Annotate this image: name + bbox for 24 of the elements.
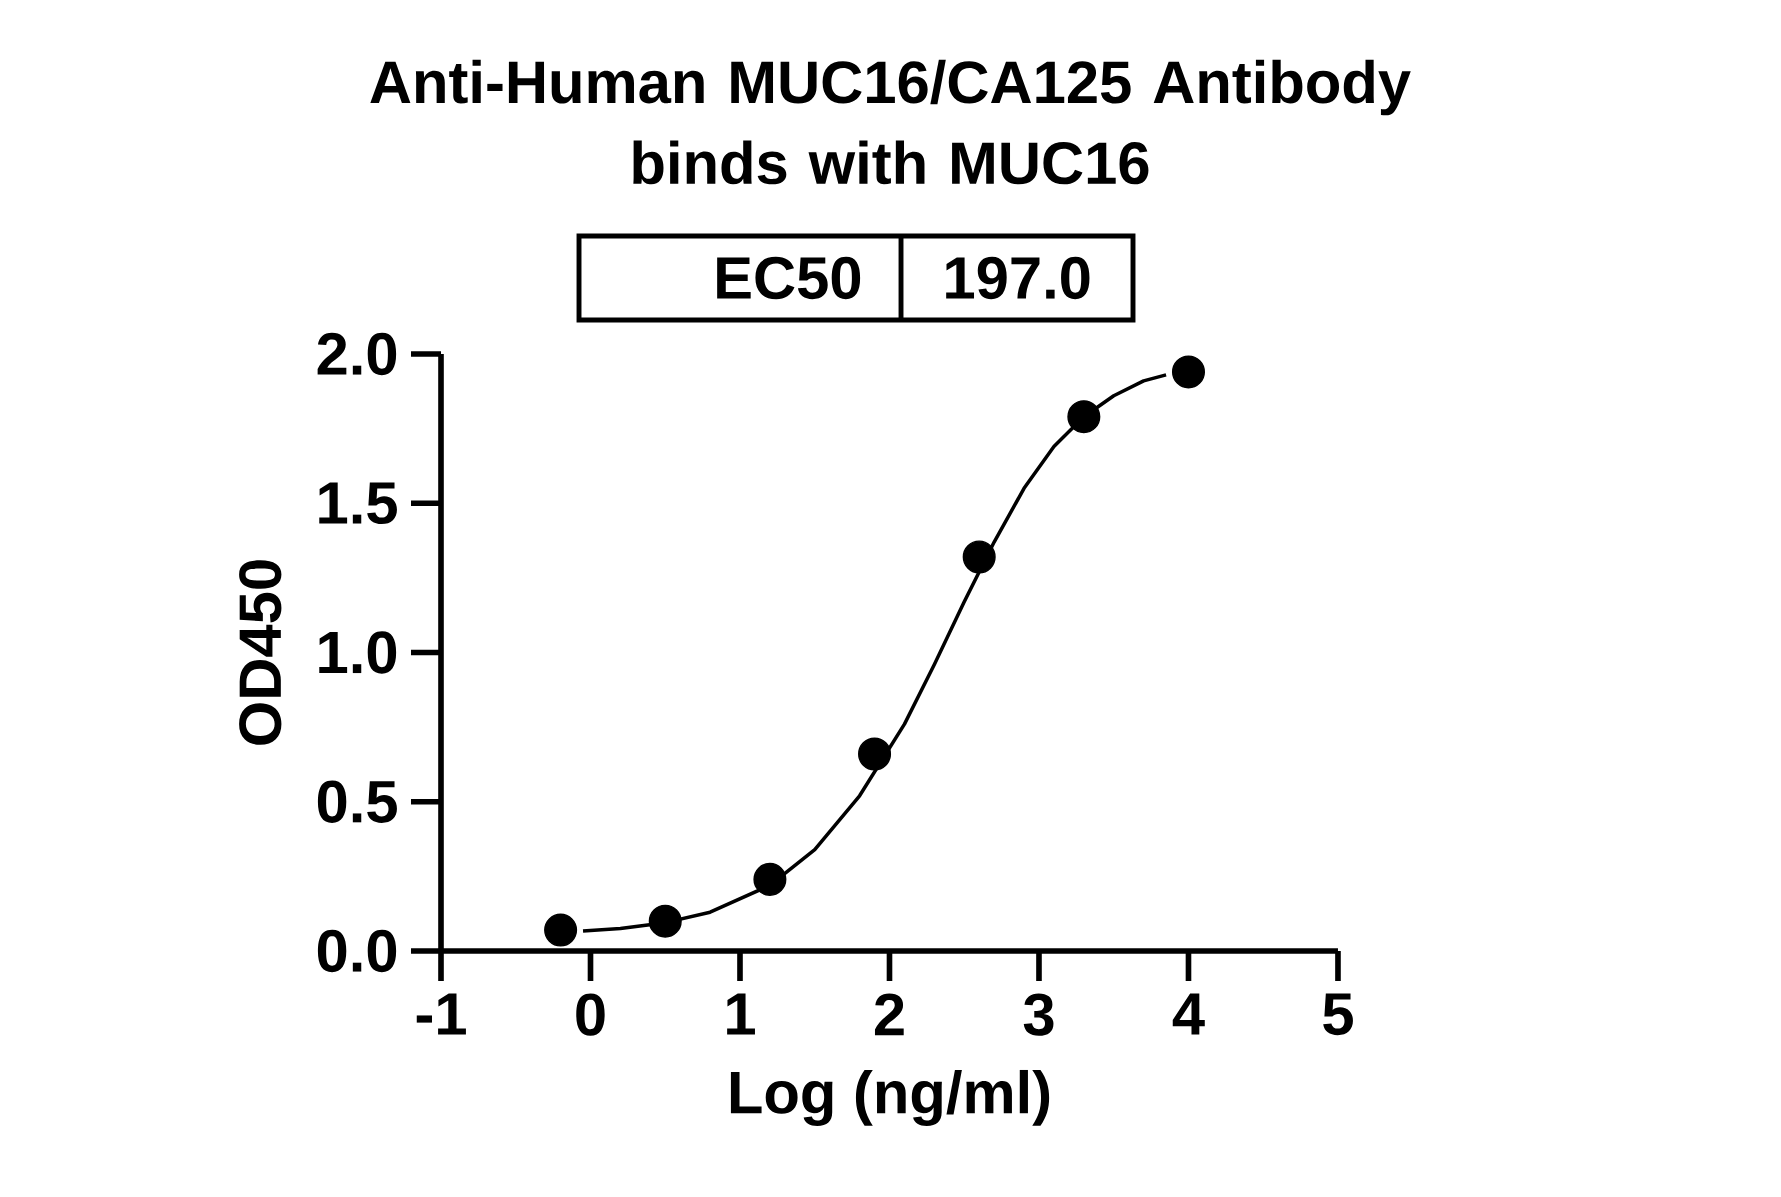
point	[648, 904, 682, 938]
x-axis-title: Log (ng/ml)	[730, 1069, 1050, 1126]
y-tick-label: 0.5	[317, 780, 397, 823]
point	[753, 862, 787, 896]
point	[858, 737, 892, 771]
point	[1171, 355, 1206, 389]
text: EC50	[717, 256, 861, 300]
x-tick-label: -1	[416, 993, 466, 1035]
y-tick-label: 0.0	[317, 929, 397, 973]
point	[962, 540, 996, 574]
x-tick-label: 3	[1023, 993, 1054, 1036]
x-tick-label: 1	[727, 993, 755, 1035]
text: 197.0	[946, 256, 1090, 300]
y-tick-label: 1.0	[319, 631, 397, 674]
y-axis-title: OD450	[239, 560, 282, 745]
x-tick-label: 2	[874, 993, 904, 1036]
x-tick-label: 0	[576, 993, 605, 1036]
chart-title: Anti-Human MUC16/CA125 Antibody binds with MUC16	[370, 59, 1411, 185]
y-tick-label: 2.0	[317, 332, 397, 376]
point	[1067, 400, 1101, 434]
y-tick-label: 1.5	[319, 482, 397, 525]
x-tick-label: 4	[1172, 993, 1205, 1035]
x-tick-label: 5	[1323, 993, 1353, 1036]
point	[544, 913, 578, 947]
